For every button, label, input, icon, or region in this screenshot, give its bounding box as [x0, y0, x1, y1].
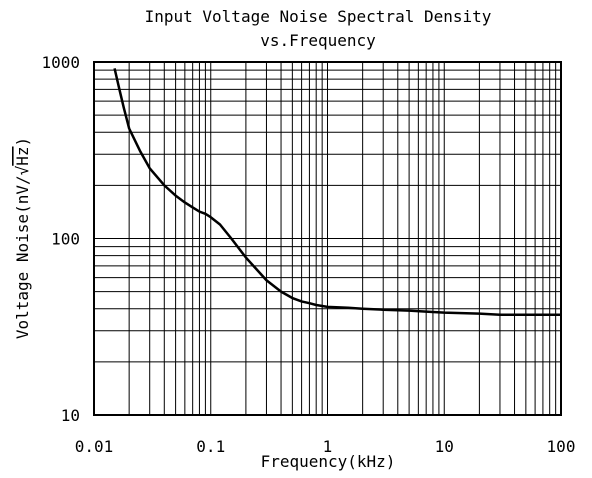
- x-tick-label: 100: [547, 437, 576, 456]
- noise-curve: [113, 68, 561, 316]
- y-tick-label: 1000: [41, 53, 80, 72]
- chart-subtitle: vs.Frequency: [260, 31, 376, 50]
- y-axis-label: Voltage Noise(nV/√Hz): [13, 137, 32, 339]
- svg-text:Voltage Noise(nV/√Hz): Voltage Noise(nV/√Hz): [13, 137, 32, 339]
- x-tick-label: 0.01: [75, 437, 114, 456]
- x-tick-label: 0.1: [196, 437, 225, 456]
- x-tick-labels: 0.01 0.1 1 10 100: [75, 437, 576, 456]
- sqrt-symbol: √: [13, 165, 32, 175]
- x-tick-label: 1: [323, 437, 333, 456]
- x-axis-label: Frequency(kHz): [261, 452, 396, 471]
- y-axis-label-prefix: Voltage Noise(nV/: [13, 175, 32, 339]
- plot-frame: [93, 61, 562, 416]
- y-tick-labels: 10 100 1000: [41, 53, 80, 425]
- series-group: [113, 68, 561, 316]
- y-tick-label: 10: [61, 406, 80, 425]
- chart-title: Input Voltage Noise Spectral Density: [145, 7, 492, 26]
- y-axis-label-suffix: ): [13, 137, 32, 147]
- y-tick-label: 100: [51, 230, 80, 249]
- x-tick-label: 10: [435, 437, 454, 456]
- grid: [94, 62, 561, 415]
- y-axis-label-radicand: Hz: [13, 146, 32, 165]
